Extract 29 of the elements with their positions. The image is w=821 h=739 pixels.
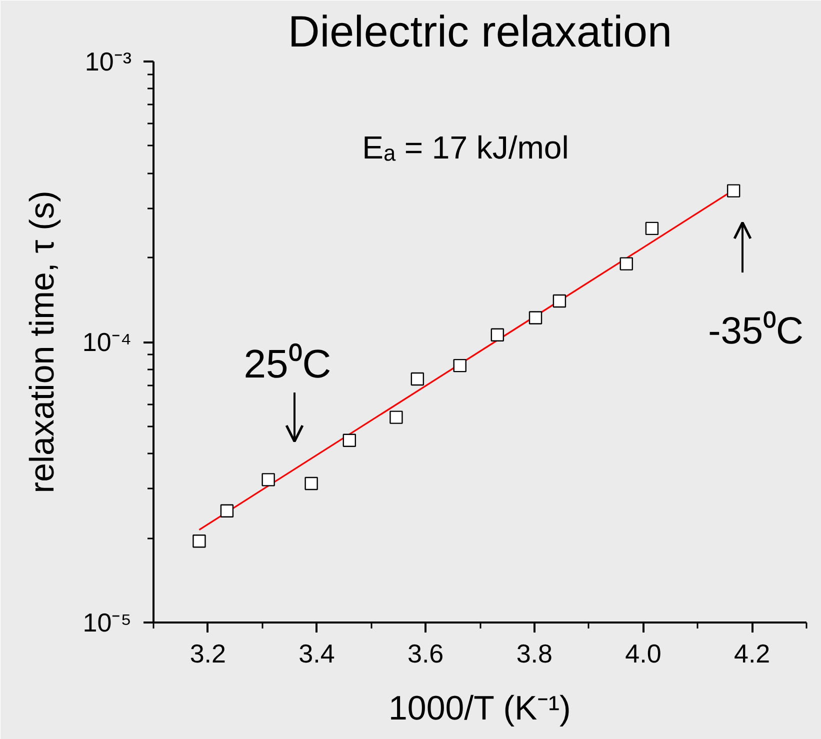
point bbox=[453, 358, 466, 372]
y-tick-label: 10⁻⁴ bbox=[82, 327, 132, 357]
point bbox=[620, 257, 633, 270]
x-tick-label: 3.4 bbox=[298, 638, 335, 668]
annotation: Eₐ = 17 kJ/mol bbox=[362, 130, 569, 166]
y-axis-title: relaxation time, τ (s) bbox=[23, 190, 62, 494]
point bbox=[410, 372, 424, 386]
point bbox=[528, 311, 542, 324]
point bbox=[220, 504, 234, 518]
point bbox=[262, 473, 275, 486]
y-tick-label: 10⁻³ bbox=[84, 46, 132, 76]
chart-title: Dielectric relaxation bbox=[288, 8, 672, 56]
point bbox=[645, 222, 659, 236]
annotation: 25⁰C bbox=[244, 342, 332, 386]
point bbox=[192, 534, 206, 548]
annotation: -35⁰C bbox=[708, 310, 804, 352]
point bbox=[390, 410, 403, 424]
point bbox=[552, 294, 566, 308]
point bbox=[304, 476, 318, 490]
point bbox=[490, 328, 504, 342]
x-tick-label: 4.2 bbox=[734, 638, 770, 668]
point bbox=[726, 184, 740, 198]
x-tick-label: 4.0 bbox=[625, 638, 662, 668]
point bbox=[342, 434, 356, 447]
x-tick-label: 3.8 bbox=[516, 638, 552, 668]
x-axis-title: 1000/T (K⁻¹) bbox=[388, 690, 571, 728]
x-tick-label: 3.6 bbox=[408, 638, 444, 668]
y-tick-label: 10⁻⁵ bbox=[82, 608, 132, 638]
x-tick-label: 3.2 bbox=[190, 638, 226, 668]
